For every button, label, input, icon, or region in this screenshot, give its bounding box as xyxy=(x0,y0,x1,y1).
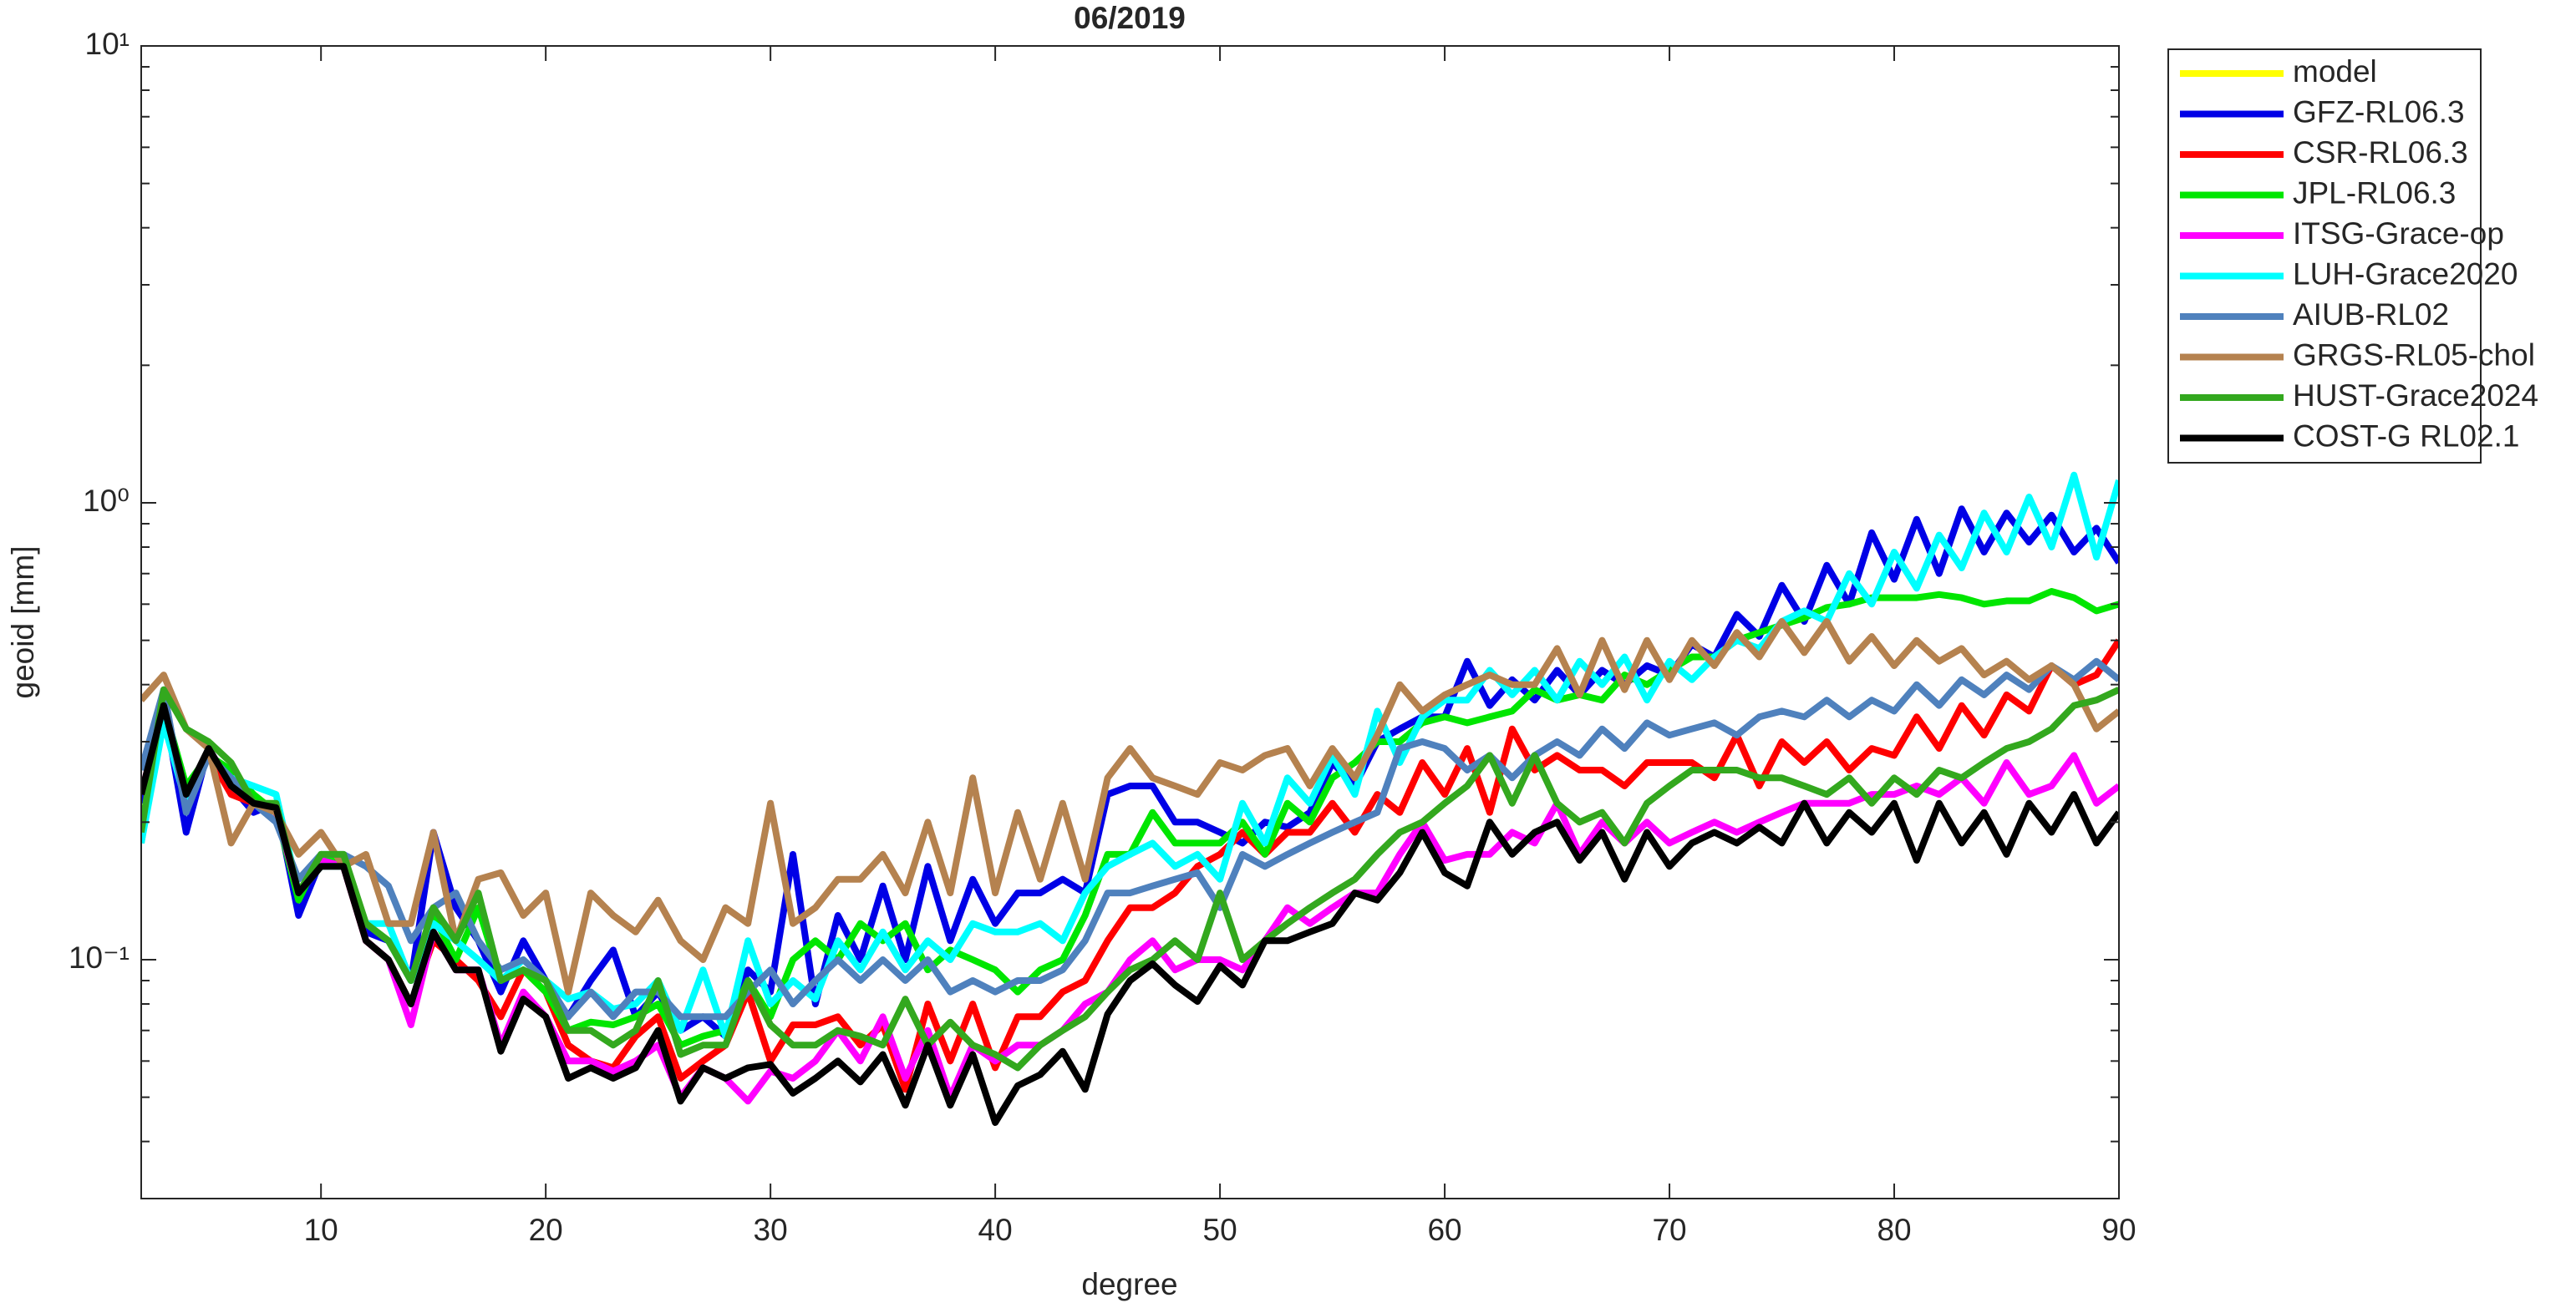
legend-label: LUH-Grace2020 xyxy=(2293,256,2518,291)
x-tick-label: 40 xyxy=(978,1213,1013,1247)
series-line xyxy=(141,638,2119,1093)
series-line xyxy=(141,686,2119,1072)
legend-box xyxy=(2167,48,2482,464)
axes-box xyxy=(140,45,2120,1199)
y-tick-label: 10⁰ xyxy=(83,484,130,518)
x-tick-label: 70 xyxy=(1652,1213,1686,1247)
y-tick-label: 10¹ xyxy=(85,27,130,61)
legend-label: JPL-RL06.3 xyxy=(2293,175,2456,210)
legend-label: model xyxy=(2293,54,2377,89)
legend-label: GFZ-RL06.3 xyxy=(2293,94,2465,129)
legend-label: HUST-Grace2024 xyxy=(2293,378,2538,413)
x-tick-label: 20 xyxy=(529,1213,563,1247)
x-tick-label: 10 xyxy=(304,1213,338,1247)
x-tick-label: 80 xyxy=(1877,1213,1911,1247)
legend-label: COST-G RL02.1 xyxy=(2293,418,2519,453)
chart-title: 06/2019 xyxy=(1074,1,1186,35)
legend-label: ITSG-Grace-op xyxy=(2293,216,2504,251)
x-axis-label: degree xyxy=(1081,1267,1177,1301)
x-tick-label: 60 xyxy=(1427,1213,1461,1247)
x-tick-label: 90 xyxy=(2101,1213,2136,1247)
legend-label: CSR-RL06.3 xyxy=(2293,135,2468,170)
x-tick-label: 50 xyxy=(1203,1213,1237,1247)
x-tick-label: 30 xyxy=(754,1213,788,1247)
legend-label: AIUB-RL02 xyxy=(2293,297,2449,332)
legend-label: GRGS-RL05-chol xyxy=(2293,337,2535,372)
series-line xyxy=(141,657,2119,1021)
y-axis-label: geoid [mm] xyxy=(6,545,40,698)
series-line xyxy=(141,618,2119,996)
y-tick-label: 10⁻¹ xyxy=(69,940,130,975)
series-line xyxy=(141,471,2119,1040)
series-line xyxy=(141,702,2119,1126)
plot-area xyxy=(141,471,2119,1126)
